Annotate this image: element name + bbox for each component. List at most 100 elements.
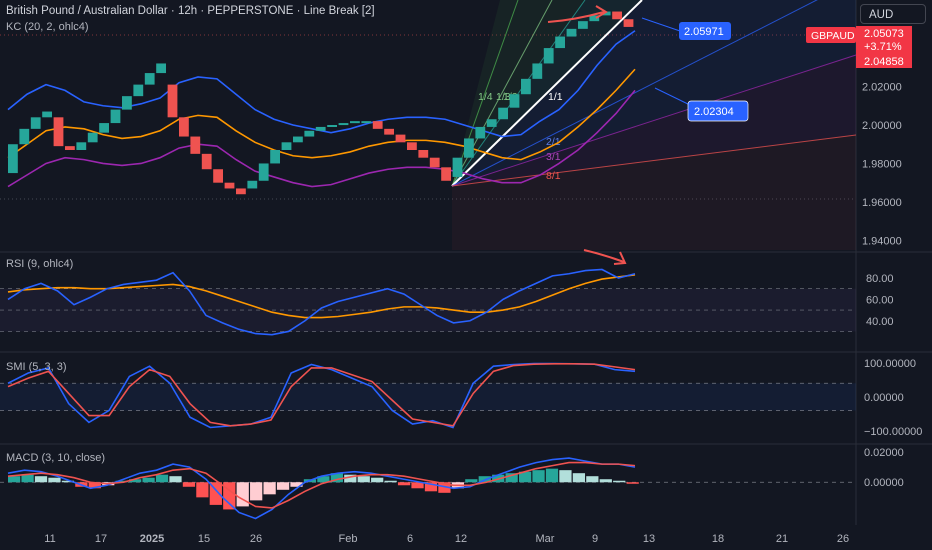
macd-histogram-bar [8,476,21,483]
gann-fan: 1/41/31/21/12/13/18/1 [451,0,857,250]
macd-tick-label: 0.02000 [864,447,904,459]
line-break-block [600,11,611,16]
macd-histogram-bar [21,474,34,483]
macd-histogram-bar [572,473,586,483]
divergence-arrow [583,249,625,263]
line-break-block [623,19,634,27]
macd-histogram-bar [48,477,61,483]
trend-arrow-head [595,5,608,19]
line-break-block [372,121,383,129]
macd-histogram-bar [115,480,128,483]
macd-histogram-bar [505,473,518,483]
line-break-block [509,94,520,108]
gann-ray [451,0,519,187]
macd-histogram-bar [155,474,169,483]
price-tick-label: 1.98000 [862,158,902,170]
rsi-ma-line [7,274,636,319]
line-break-block [578,21,588,29]
macd-histogram-bar [88,482,101,489]
macd-histogram-bar [263,482,276,495]
line-break-block [589,15,600,22]
line-break-block [42,111,52,118]
line-break-block [532,63,543,79]
line-break-block [464,138,474,158]
kc-legend[interactable]: KC (20, 2, ohlc4) [6,21,89,33]
line-break-block [555,36,565,49]
macd-histogram-bar [330,473,343,483]
line-break-block [76,142,87,150]
line-break-block [418,150,429,158]
line-break-block [407,142,417,150]
line-break-block [452,157,463,177]
callout-box [688,101,748,121]
symbol-tag-text: GBPAUD [811,30,855,42]
time-tick-label: 11 [44,533,55,545]
line-break-block [281,142,292,150]
macd-histogram-bar [236,482,249,507]
macd-histogram-bar [317,476,330,483]
macd-histogram-bar [142,477,155,483]
line-break-block [304,130,315,137]
callout-pointer [641,17,681,32]
price-tick-label: 2.00000 [862,120,902,132]
symbol-tag [806,27,856,43]
lower-price-tag [856,54,912,68]
callout-box [679,22,731,40]
macd-histogram-bar [276,482,290,490]
smi-tick-label: 100.00000 [864,358,916,370]
macd-histogram-bar [223,482,236,510]
gann-label: 1/4 [478,91,493,103]
line-break-block [65,146,75,150]
smi-tick-label: −100.00000 [864,426,922,438]
grid [0,0,932,525]
line-break-block [293,136,303,143]
smi-band [0,383,856,411]
currency-selector[interactable]: AUD [860,4,926,24]
line-break-block [19,128,30,145]
line-break-block [236,188,246,195]
line-break-block [338,123,349,126]
change-text: +3.71% [864,41,902,53]
line-break-block [144,73,155,85]
line-break-block [213,169,223,183]
smi-signal-line [7,363,636,427]
time-tick-label: 17 [95,533,107,545]
macd-pane: 0.02000 0.00000 [0,447,904,520]
line-break-block [498,107,508,120]
macd-histogram-bar [129,479,142,483]
line-break-block [270,150,280,164]
time-tick-label: 6 [407,533,413,545]
rsi-tick-label: 80.00 [866,273,894,285]
gann-zone [452,0,856,186]
time-tick-label: 18 [712,533,724,545]
rsi-line [7,268,636,336]
kc-lower-line [7,89,636,188]
price-axis: 2.02000 2.00000 1.98000 1.96000 1.94000 GBPAU… [806,26,912,247]
line-break-block [247,180,258,189]
chart-title: British Pound / Australian Dollar · 12h … [6,5,375,17]
macd-legend[interactable]: MACD (3, 10, close) [6,452,106,464]
trend-arrow [547,11,605,23]
gann-zone [452,135,856,250]
time-tick-label: 2025 [140,533,164,545]
rsi-legend[interactable]: RSI (9, ohlc4) [6,258,74,270]
macd-histogram-bar [613,480,626,483]
gann-ray [451,134,857,187]
time-tick-label: Feb [339,533,358,545]
macd-histogram-bar [384,480,397,483]
last-price-text: 2.05073 [864,28,904,40]
price-tick-label: 2.02000 [862,82,902,94]
smi-legend[interactable]: SMI (5, 3, 3) [6,361,67,373]
macd-histogram-bar [424,482,438,492]
macd-histogram-bar [438,482,451,493]
line-break-block [87,132,98,143]
macd-histogram-bar [626,482,639,484]
line-break-block [133,84,144,97]
line-break-block [8,144,18,174]
macd-histogram-bar [209,482,222,505]
callout-lower-text: 2.02304 [694,106,734,118]
line-break-block [53,117,64,147]
line-break-blocks [8,11,634,195]
line-break-block [190,136,201,154]
